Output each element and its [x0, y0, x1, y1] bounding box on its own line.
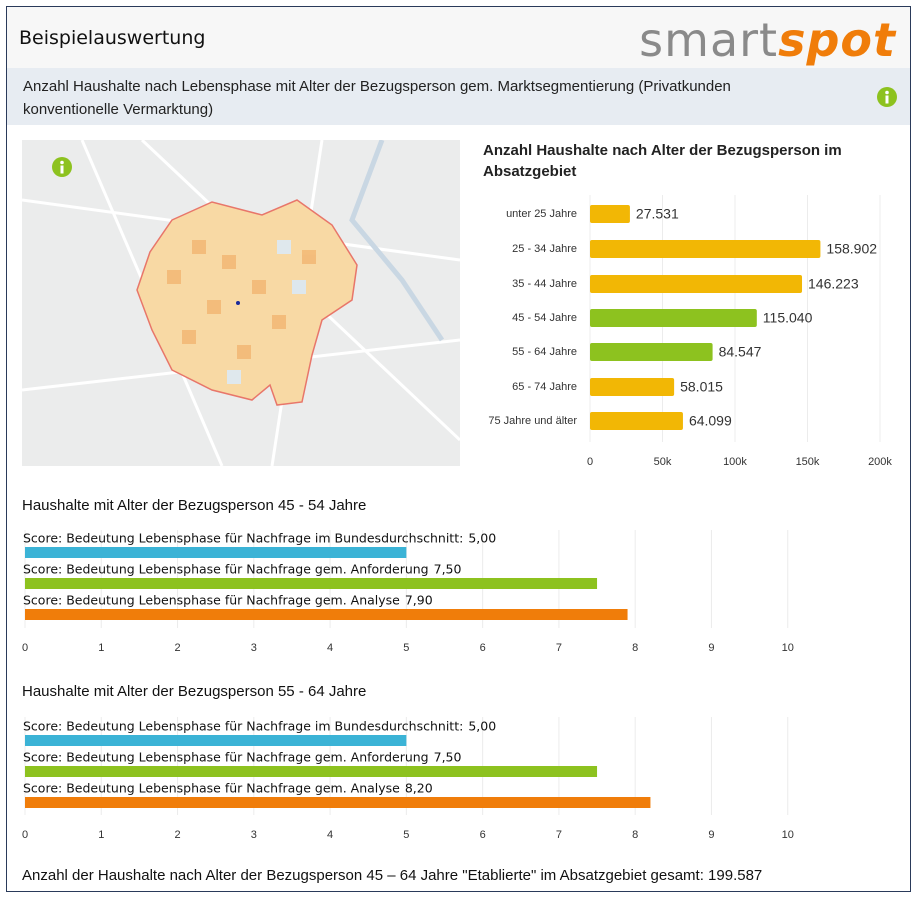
value-label: 7,90 [405, 592, 433, 607]
bar [25, 766, 598, 777]
bar [590, 275, 803, 293]
bar-label: Score: Bedeutung Lebensphase für Nachfra… [23, 749, 462, 764]
logo-part: smart [639, 13, 779, 67]
x-tick-label: 3 [251, 829, 257, 841]
chart-title: Haushalte mit Alter der Bezugsperson 45 … [22, 497, 367, 514]
value-label: 5,00 [468, 718, 496, 733]
category-label: unter 25 Jahre [506, 208, 577, 220]
x-tick-label: 10 [782, 829, 794, 841]
bar-label: Score: Bedeutung Lebensphase für Nachfra… [23, 592, 433, 607]
x-tick-label: 1 [98, 642, 104, 654]
x-tick-label: 9 [708, 829, 714, 841]
value-label: 146.223 [808, 276, 859, 292]
x-tick-label: 4 [327, 642, 333, 654]
category-label: 55 - 64 Jahre [512, 346, 577, 358]
x-tick-label: 6 [480, 642, 486, 654]
x-tick-label: 5 [403, 642, 409, 654]
x-tick-label: 0 [587, 456, 593, 468]
x-tick-label: 8 [632, 829, 638, 841]
logo: smartspot [639, 13, 896, 67]
x-tick-label: 8 [632, 642, 638, 654]
x-tick-label: 150k [796, 456, 820, 468]
bar [590, 205, 630, 223]
bar [25, 735, 407, 746]
header-title: Beispielauswertung [19, 27, 206, 49]
section-title: Anzahl Haushalte nach Lebensphase mit Al… [23, 78, 731, 118]
x-tick-label: 7 [556, 829, 562, 841]
x-tick-label: 100k [723, 456, 747, 468]
map [22, 140, 460, 466]
chart-title: Anzahl Haushalte nach Alter der Bezugspe… [483, 142, 842, 180]
bar-label: Score: Bedeutung Lebensphase für Nachfra… [23, 780, 433, 795]
x-tick-label: 2 [174, 642, 180, 654]
bar [25, 547, 407, 558]
x-tick-label: 1 [98, 829, 104, 841]
value-label: 27.531 [636, 206, 679, 222]
info-icon[interactable] [876, 86, 898, 108]
footer-text: Anzahl der Haushalte nach Alter der Bezu… [22, 867, 763, 884]
category-label: 35 - 44 Jahre [512, 278, 577, 290]
x-tick-label: 0 [22, 642, 28, 654]
x-tick-label: 2 [174, 829, 180, 841]
category-label: Score: Bedeutung Lebensphase für Nachfra… [23, 780, 400, 795]
frame [6, 6, 911, 892]
bar [590, 412, 683, 430]
x-tick-label: 0 [22, 829, 28, 841]
bar [590, 378, 675, 396]
bar [590, 343, 713, 361]
chart-title: Haushalte mit Alter der Bezugsperson 55 … [22, 683, 367, 700]
x-tick-label: 50k [654, 456, 672, 468]
x-tick-label: 10 [782, 642, 794, 654]
bar-label: Score: Bedeutung Lebensphase für Nachfra… [23, 561, 462, 576]
x-tick-label: 7 [556, 642, 562, 654]
logo-part: spot [778, 13, 896, 67]
value-label: 84.547 [719, 344, 762, 360]
x-tick-label: 5 [403, 829, 409, 841]
x-tick-label: 9 [708, 642, 714, 654]
category-label: 75 Jahre und älter [488, 415, 577, 427]
section-bar: Anzahl Haushalte nach Lebensphase mit Al… [7, 68, 910, 125]
value-label: 7,50 [434, 749, 462, 764]
x-tick-label: 3 [251, 642, 257, 654]
bar [590, 240, 821, 258]
value-label: 115.040 [763, 310, 813, 326]
x-tick-label: 4 [327, 829, 333, 841]
category-label: Score: Bedeutung Lebensphase für Nachfra… [23, 530, 463, 545]
value-label: 158.902 [826, 241, 877, 257]
info-icon[interactable] [52, 157, 72, 177]
value-label: 7,50 [434, 561, 462, 576]
category-label: 25 - 34 Jahre [512, 243, 577, 255]
category-label: Score: Bedeutung Lebensphase für Nachfra… [23, 749, 429, 764]
bar [25, 797, 651, 808]
category-label: 45 - 54 Jahre [512, 312, 577, 324]
bar-label: Score: Bedeutung Lebensphase für Nachfra… [23, 530, 496, 545]
category-label: Score: Bedeutung Lebensphase für Nachfra… [23, 592, 400, 607]
bar [25, 609, 628, 620]
category-label: Score: Bedeutung Lebensphase für Nachfra… [23, 561, 429, 576]
category-label: Score: Bedeutung Lebensphase für Nachfra… [23, 718, 463, 733]
category-label: 65 - 74 Jahre [512, 381, 577, 393]
bar [590, 309, 757, 327]
bar-label: Score: Bedeutung Lebensphase für Nachfra… [23, 718, 496, 733]
value-label: 64.099 [689, 413, 732, 429]
value-label: 5,00 [468, 530, 496, 545]
value-label: 8,20 [405, 780, 433, 795]
value-label: 58.015 [680, 379, 723, 395]
x-tick-label: 200k [868, 456, 892, 468]
bar [25, 578, 598, 589]
header: Beispielauswertung smartspot [7, 7, 910, 68]
x-tick-label: 6 [480, 829, 486, 841]
